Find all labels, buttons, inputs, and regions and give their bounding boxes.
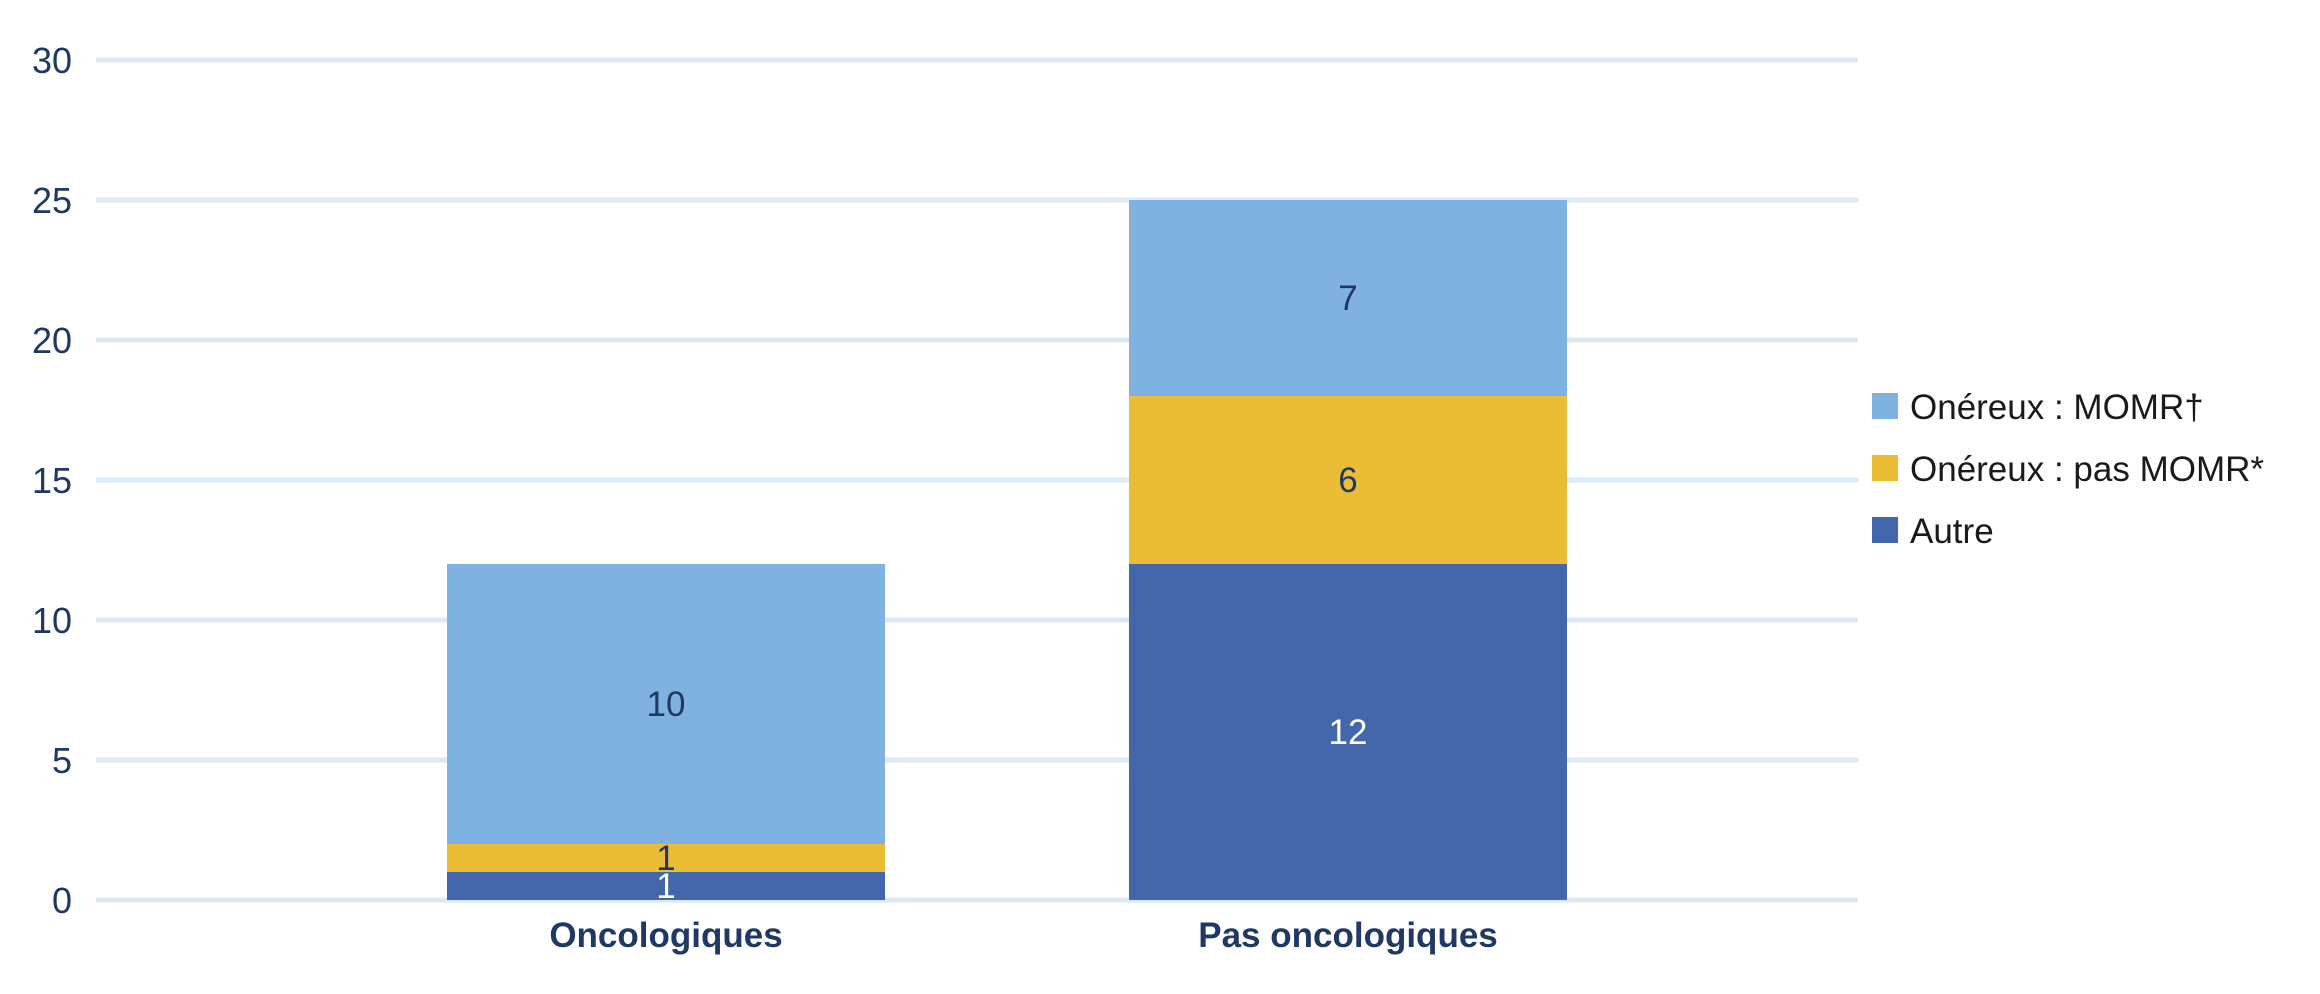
bar-segment bbox=[1129, 200, 1567, 396]
y-tick-label: 15 bbox=[32, 460, 72, 501]
legend-swatch bbox=[1872, 517, 1898, 543]
y-tick-label: 20 bbox=[32, 320, 72, 361]
data-label: 1 bbox=[656, 867, 675, 906]
y-tick-label: 25 bbox=[32, 180, 72, 221]
y-tick-label: 10 bbox=[32, 600, 72, 641]
legend-item: Onéreux : pas MOMR* bbox=[1872, 450, 2264, 489]
y-tick-label: 0 bbox=[52, 880, 72, 921]
bar-segment bbox=[447, 872, 885, 900]
legend-label: Onéreux : MOMR† bbox=[1910, 388, 2204, 427]
bar-segment bbox=[447, 844, 885, 872]
x-tick-label: Pas oncologiques bbox=[1198, 916, 1498, 955]
data-label: 10 bbox=[647, 685, 686, 724]
legend-label: Autre bbox=[1910, 512, 1994, 551]
y-tick-label: 30 bbox=[32, 40, 72, 81]
legend-swatch bbox=[1872, 393, 1898, 419]
x-axis-ticks: Oncologiques Pas oncologiques bbox=[549, 916, 1497, 955]
legend-label: Onéreux : pas MOMR* bbox=[1910, 450, 2264, 489]
data-label: 1 bbox=[656, 839, 675, 878]
bar-segment bbox=[1129, 564, 1567, 900]
y-axis-ticks: 0 5 10 15 20 25 30 bbox=[32, 40, 72, 921]
legend-item: Autre bbox=[1872, 512, 1994, 551]
legend-item: Onéreux : MOMR† bbox=[1872, 388, 2204, 427]
bars bbox=[447, 200, 1567, 900]
legend-swatch bbox=[1872, 455, 1898, 481]
legend: Onéreux : MOMR† Onéreux : pas MOMR* Autre bbox=[1872, 388, 2264, 551]
x-tick-label: Oncologiques bbox=[549, 916, 782, 955]
y-tick-label: 5 bbox=[52, 740, 72, 781]
gridlines bbox=[96, 57, 1858, 903]
bar-segment bbox=[1129, 396, 1567, 564]
data-label: 7 bbox=[1338, 279, 1357, 318]
bar-segment bbox=[447, 564, 885, 844]
data-label: 6 bbox=[1338, 461, 1357, 500]
data-labels: 11 10 12 6 7 bbox=[647, 279, 1368, 906]
data-label: 12 bbox=[1329, 713, 1368, 752]
